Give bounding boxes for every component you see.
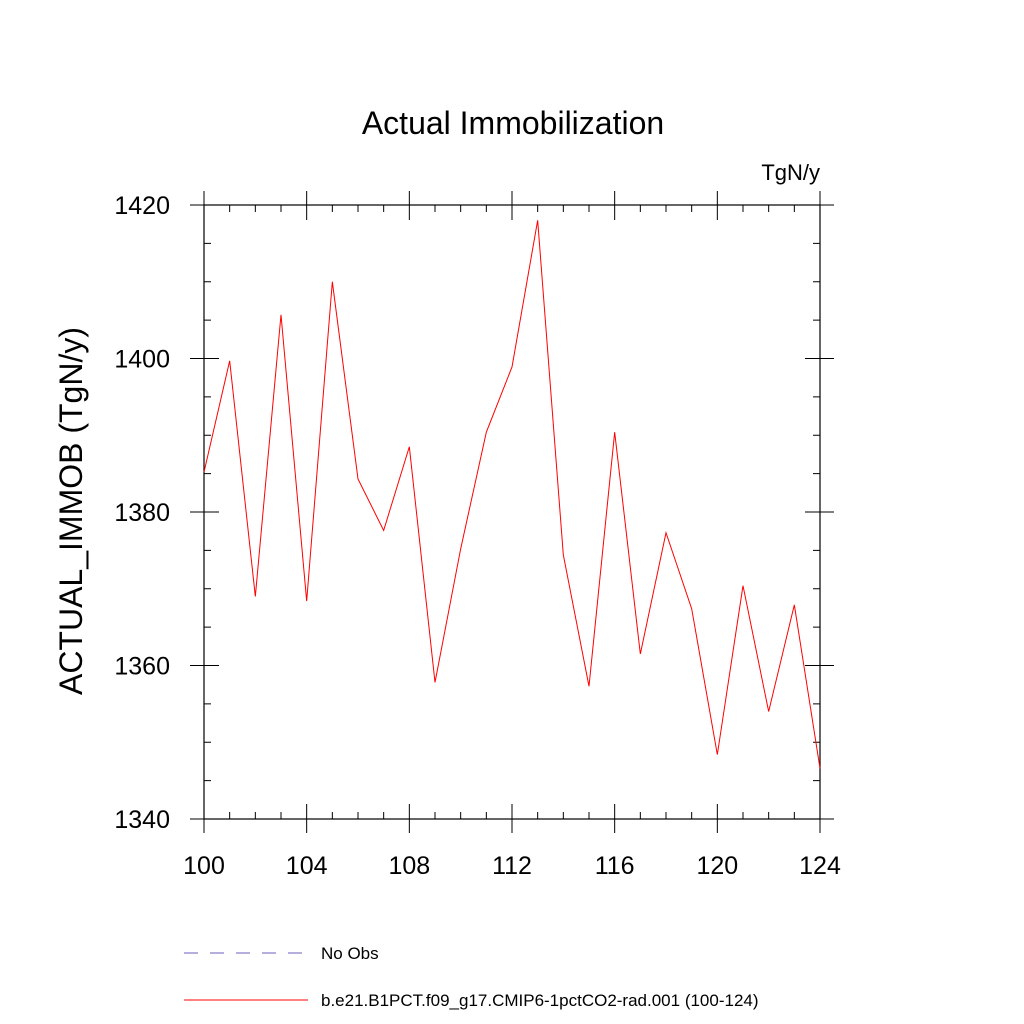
series-line bbox=[203, 220, 821, 769]
y-tick-label: 1400 bbox=[114, 346, 170, 374]
y-tick-label: 1380 bbox=[114, 499, 170, 527]
legend-label-model-run: b.e21.B1PCT.f09_g17.CMIP6-1pctCO2-rad.00… bbox=[321, 991, 759, 1010]
legend-entry-model-run: b.e21.B1PCT.f09_g17.CMIP6-1pctCO2-rad.00… bbox=[184, 991, 759, 1010]
y-axis-label: ACTUAL_IMMOB (TgN/y) bbox=[53, 327, 89, 695]
plot-frame bbox=[203, 204, 821, 820]
x-tick-label: 108 bbox=[388, 852, 430, 880]
x-tick-label: 116 bbox=[595, 852, 635, 880]
legend-label-no-obs: No Obs bbox=[321, 944, 379, 963]
series-layer bbox=[203, 220, 821, 769]
x-tick-label: 112 bbox=[492, 852, 532, 880]
x-tick-label: 124 bbox=[799, 852, 841, 880]
x-tick-label: 100 bbox=[183, 852, 225, 880]
chart-title: Actual Immobilization bbox=[362, 105, 664, 141]
units-label: TgN/y bbox=[761, 160, 820, 185]
y-tick-label: 1420 bbox=[114, 192, 170, 220]
legend-entry-no-obs: No Obs bbox=[184, 944, 379, 963]
x-tick-label: 120 bbox=[696, 852, 738, 880]
x-axis: 100 104 108 112 116 120 124 bbox=[183, 191, 841, 880]
y-axis: 1340 1360 1380 1400 1420 bbox=[114, 192, 834, 834]
y-tick-label: 1340 bbox=[114, 806, 170, 834]
legend: No Obs b.e21.B1PCT.f09_g17.CMIP6-1pctCO2… bbox=[184, 944, 759, 1010]
y-tick-label: 1360 bbox=[114, 653, 170, 681]
x-tick-label: 104 bbox=[286, 852, 328, 880]
